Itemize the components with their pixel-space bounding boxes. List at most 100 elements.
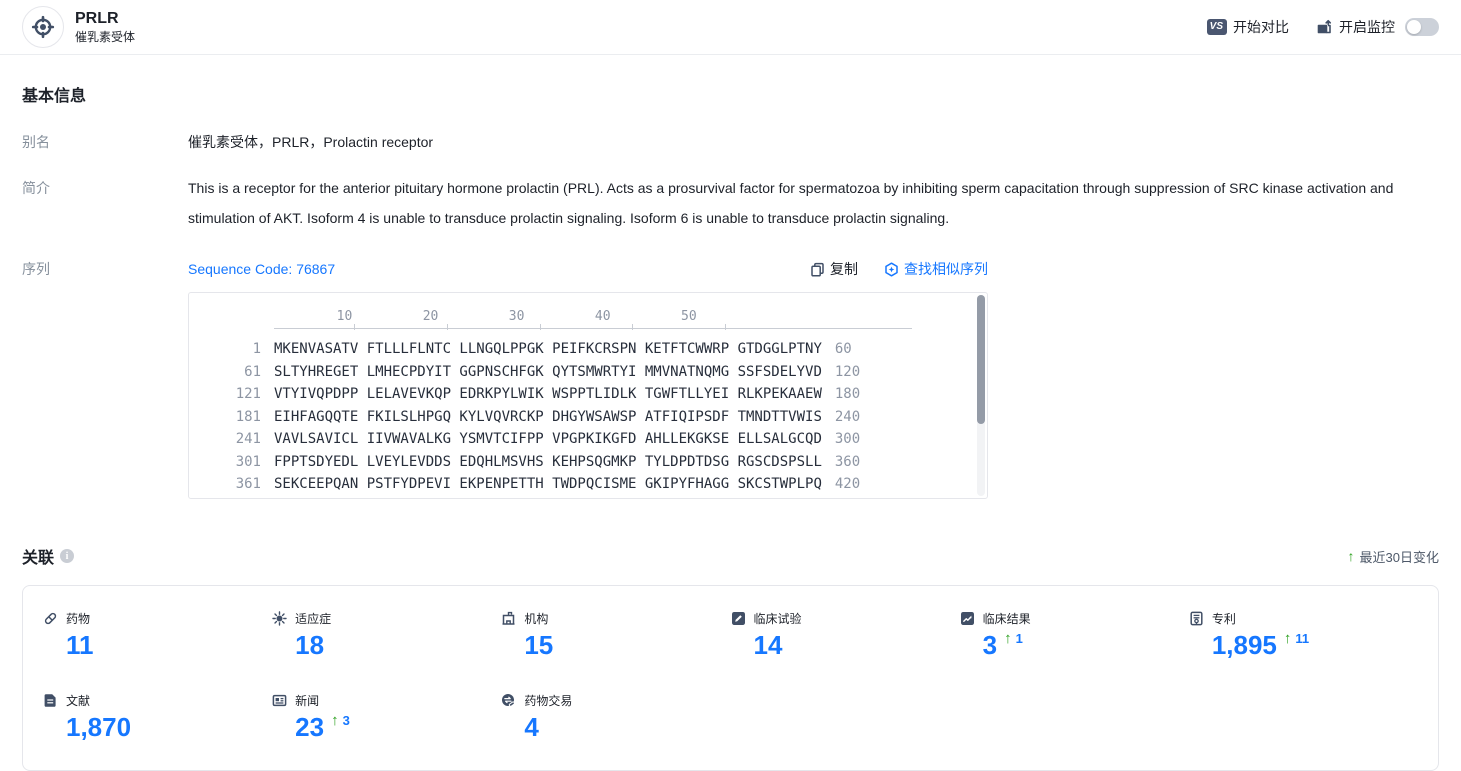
drug-deal-icon [501, 693, 516, 708]
copy-label: 复制 [830, 261, 858, 277]
stat-change: ↑ 11 [1284, 631, 1309, 647]
news-icon [272, 693, 287, 708]
monitor-toggle[interactable] [1405, 18, 1439, 36]
sequence-end-number: 360 [834, 453, 861, 470]
sequence-line: 301 FPPTSDYEDL LVEYLEVDDS EDQHLMSVHS KEHP… [189, 451, 987, 474]
sequence-viewer: 10 20 30 40 50 1 MKENVASATV FTLLLFLNTC LL… [188, 292, 988, 499]
page-title: PRLR [75, 9, 119, 27]
stat-card[interactable]: 药物交易 4 ↑ [501, 692, 730, 742]
scrollbar-thumb[interactable] [977, 295, 985, 424]
clinical-result-icon [960, 611, 975, 626]
clinical-trial-icon [731, 611, 746, 626]
sequence-end-number: 240 [834, 408, 861, 425]
sequence-line: 61 SLTYHREGET LMHECPDYIT GGPNSCHFGK QYTSM… [189, 361, 987, 384]
sequence-end-number: 60 [834, 341, 852, 357]
up-arrow-icon: ↑ [1347, 548, 1355, 564]
organization-icon [501, 611, 516, 626]
sequence-line: 121 VTYIVQPDPP LELAVEVKQP EDRKPYLWIK WSPP… [189, 383, 987, 406]
stat-label: 临床试验 [753, 612, 802, 626]
stat-label: 适应症 [295, 612, 332, 626]
sequence-start-number: 361 [235, 476, 261, 492]
target-logo-icon [22, 6, 64, 48]
stat-label: 临床结果 [982, 612, 1031, 626]
up-arrow-icon: ↑ [1004, 630, 1012, 647]
page-header: PRLR 催乳素受体 VS 开始对比 开启监控 [0, 0, 1461, 55]
similar-sequence-icon [884, 261, 899, 277]
enable-monitor-control[interactable]: 开启监控 [1317, 17, 1439, 37]
start-compare-label: 开始对比 [1233, 19, 1289, 35]
find-similar-sequence-button[interactable]: 查找相似序列 [884, 259, 988, 279]
sequence-text: FPPTSDYEDL LVEYLEVDDS EDQHLMSVHS KEHPSQG… [274, 453, 822, 470]
stat-change: ↑ 1 [1004, 631, 1023, 647]
copy-icon [810, 262, 825, 277]
target-identity: PRLR 催乳素受体 [22, 6, 135, 48]
stat-label: 药物 [66, 612, 91, 626]
sequence-text: EIHFAGQQTE FKILSLHPGQ KYLVQVRCKP DHGYWSA… [274, 408, 822, 425]
vs-icon: VS [1206, 19, 1227, 35]
patent-icon [1189, 611, 1204, 626]
stat-card[interactable]: 文献 1,870 ↑ [43, 692, 272, 742]
sequence-row: 序列 Sequence Code: 76867 复制 [22, 259, 1439, 499]
stat-card[interactable]: 机构 15 ↑ [501, 610, 730, 660]
sequence-label: 序列 [22, 261, 50, 277]
stat-card[interactable]: 药物 11 ↑ [43, 610, 272, 660]
sequence-start-number: 1 [252, 341, 261, 357]
sequence-ruler: 10 20 30 40 50 [274, 308, 987, 330]
sequence-line: 361 SEKCEEPQAN PSTFYDPEVI EKPENPETTH TWDP… [189, 473, 987, 496]
stat-label: 机构 [524, 612, 549, 626]
start-compare-button[interactable]: VS 开始对比 [1206, 17, 1289, 37]
stat-label: 药物交易 [524, 694, 573, 708]
sequence-scrollbar[interactable] [977, 295, 985, 496]
sequence-text: MKENVASATV FTLLLFLNTC LLNGQLPPGK PEIFKCR… [274, 341, 822, 357]
info-icon[interactable]: i [60, 549, 75, 563]
sequence-line: 181 EIHFAGQQTE FKILSLHPGQ KYLVQVRCKP DHGY… [189, 406, 987, 429]
sequence-text: VAVLSAVICL IIVWAVALKG YSMVTCIFPP VPGPKIK… [274, 431, 822, 447]
ruler-tick [446, 324, 448, 330]
ruler-tick [354, 324, 356, 330]
sequence-end-number: 420 [834, 476, 861, 492]
sequence-start-number: 241 [235, 431, 261, 447]
sequence-start-number: 301 [235, 453, 261, 470]
recent-change-label: 最近30日变化 [1359, 549, 1439, 565]
sequence-start-number: 121 [235, 386, 261, 402]
stat-value: 11 [66, 630, 94, 660]
sequence-end-number: 300 [834, 431, 861, 447]
ruler-numbers: 10 20 30 40 50 [274, 309, 697, 324]
stat-card[interactable]: 专利 1,895 ↑ 11 [1189, 610, 1418, 660]
up-arrow-icon: ↑ [331, 712, 339, 729]
intro-label: 简介 [22, 180, 50, 196]
sequence-text: VTYIVQPDPP LELAVEVKQP EDRKPYLWIK WSPPTLI… [274, 386, 822, 402]
up-arrow-icon: ↑ [1283, 630, 1292, 647]
find-similar-label: 查找相似序列 [904, 261, 988, 277]
ruler-tick [724, 324, 726, 330]
ruler-tick [632, 324, 634, 330]
sequence-code-link[interactable]: Sequence Code: 76867 [188, 261, 336, 277]
literature-icon [43, 693, 58, 708]
stat-value: 18 [295, 630, 325, 660]
stat-label: 新闻 [295, 694, 320, 708]
stat-card[interactable]: 新闻 23 ↑ 3 [272, 692, 501, 742]
drug-icon [43, 611, 58, 626]
stat-card[interactable]: 临床结果 3 ↑ 1 [960, 610, 1189, 660]
sequence-line: 241 VAVLSAVICL IIVWAVALKG YSMVTCIFPP VPGP… [189, 428, 987, 451]
intro-row: 简介 This is a receptor for the anterior p… [22, 178, 1439, 233]
sequence-text: SLTYHREGET LMHECPDYIT GGPNSCHFGK QYTSMWR… [274, 363, 822, 380]
copy-button[interactable]: 复制 [810, 259, 858, 279]
stat-value: 15 [524, 630, 554, 660]
stat-value: 23 [295, 712, 325, 742]
sequence-start-number: 181 [235, 408, 261, 425]
intro-value: This is a receptor for the anterior pitu… [188, 180, 1394, 226]
stat-change-value: 3 [342, 713, 350, 728]
page-subtitle: 催乳素受体 [75, 29, 136, 44]
stat-card[interactable]: 适应症 18 ↑ [272, 610, 501, 660]
alias-row: 别名 催乳素受体，PRLR，Prolactin receptor [22, 132, 1439, 152]
stat-label: 文献 [66, 694, 91, 708]
sequence-start-number: 61 [244, 363, 261, 380]
section-title-basic-info: 基本信息 [22, 88, 87, 105]
stat-change: ↑ 3 [331, 713, 350, 729]
stat-change-value: 1 [1015, 631, 1023, 646]
stat-value: 1,895 [1211, 630, 1277, 660]
stat-card[interactable]: 临床试验 14 ↑ [731, 610, 960, 660]
alias-label: 别名 [22, 134, 50, 150]
stat-value: 3 [982, 630, 998, 660]
